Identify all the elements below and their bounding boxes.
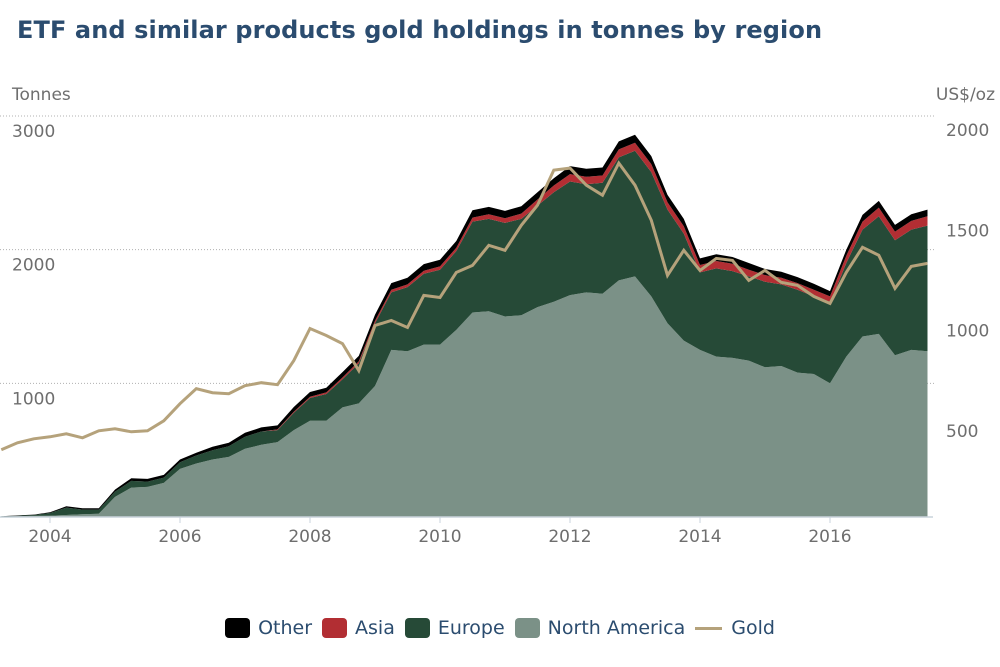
legend-label-other: Other <box>258 617 313 639</box>
x-tick-label: 2016 <box>808 527 851 547</box>
y-right-tick-label: 1500 <box>946 221 989 241</box>
y-left-tick-label: 2000 <box>12 256 55 276</box>
y-axis-left: 1000 2000 3000 <box>12 122 55 409</box>
area-north-america <box>1 276 928 517</box>
legend-item-other[interactable]: Other <box>225 617 312 639</box>
gold-price-line <box>0 160 928 452</box>
legend-label-europe: Europe <box>437 617 505 639</box>
legend-item-gold[interactable]: Gold <box>695 617 775 639</box>
legend: Other Asia Europe North America Gold <box>0 617 1000 639</box>
x-axis: 2004 2006 2008 2010 2012 2014 2016 <box>28 517 852 547</box>
legend-label-asia: Asia <box>355 617 395 639</box>
y-axis-right-title: US$/oz <box>936 85 995 105</box>
legend-swatch-north-america <box>514 618 540 638</box>
x-tick-label: 2010 <box>418 527 461 547</box>
legend-item-europe[interactable]: Europe <box>404 617 505 639</box>
y-right-tick-label: 1000 <box>946 322 989 342</box>
legend-item-north-america[interactable]: North America <box>514 617 686 639</box>
line-gold <box>0 160 928 452</box>
x-tick-label: 2008 <box>288 527 331 547</box>
y-left-tick-label: 3000 <box>12 122 55 142</box>
legend-swatch-other <box>225 618 251 638</box>
legend-swatch-asia <box>322 618 348 638</box>
legend-swatch-europe <box>404 618 430 638</box>
y-axis-left-title: Tonnes <box>11 85 71 105</box>
y-left-tick-label: 1000 <box>12 389 55 409</box>
x-tick-label: 2004 <box>28 527 71 547</box>
legend-swatch-gold <box>695 626 723 630</box>
y-right-tick-label: 2000 <box>946 121 989 141</box>
area-europe <box>1 150 928 517</box>
y-axis-right: 500 1000 1500 2000 <box>946 121 989 442</box>
x-tick-label: 2012 <box>548 527 591 547</box>
legend-label-north-america: North America <box>547 617 686 639</box>
legend-item-asia[interactable]: Asia <box>322 617 395 639</box>
x-tick-label: 2006 <box>158 527 201 547</box>
stacked-areas <box>0 134 933 518</box>
x-tick-label: 2014 <box>678 527 721 547</box>
chart-title: ETF and similar products gold holdings i… <box>17 16 823 44</box>
legend-label-gold: Gold <box>731 617 775 639</box>
y-right-tick-label: 500 <box>946 422 978 442</box>
